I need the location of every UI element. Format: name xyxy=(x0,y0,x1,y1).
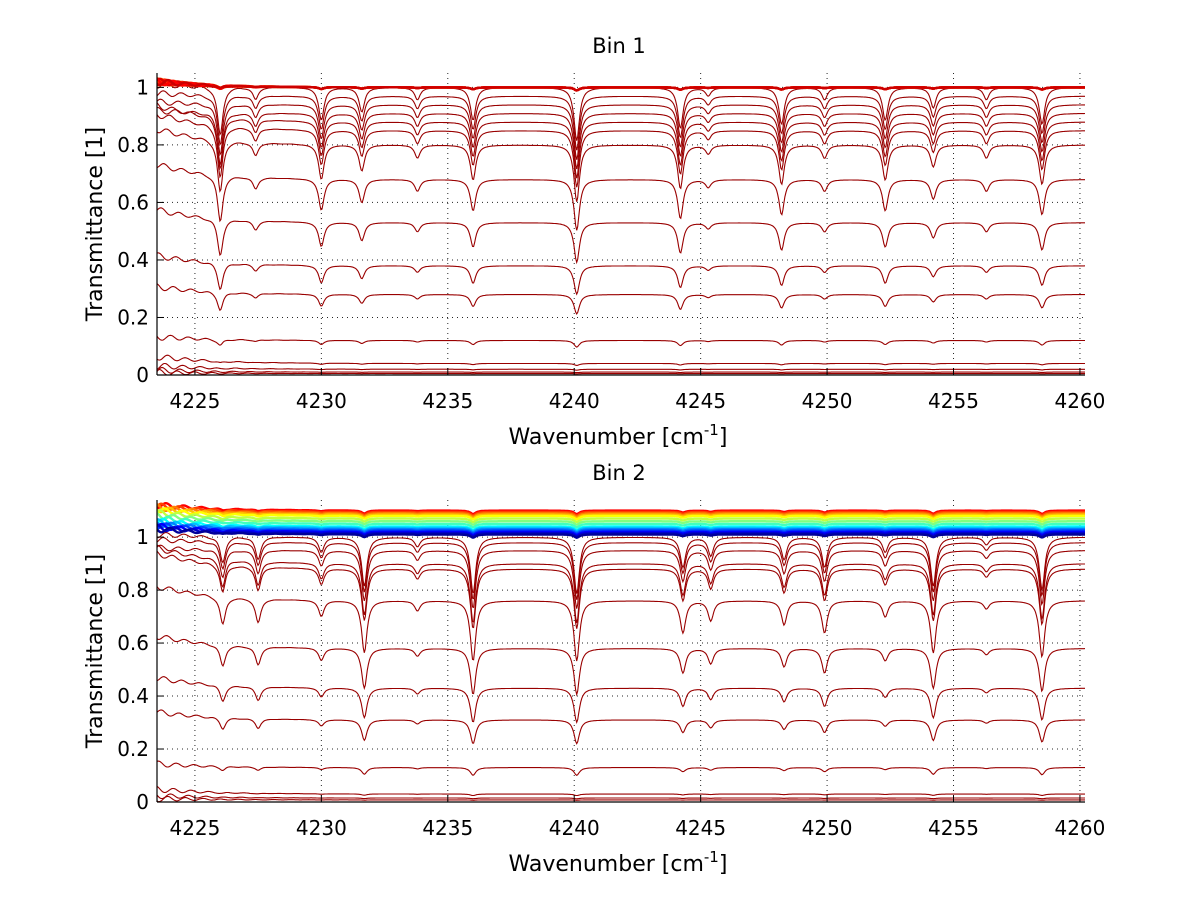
series-line xyxy=(157,676,1085,724)
series-line xyxy=(157,536,1085,600)
series-line xyxy=(157,283,1085,315)
series-line xyxy=(157,522,1085,535)
x-axis-label: Wavenumber [cm-1] xyxy=(509,848,728,877)
series-line xyxy=(157,334,1085,348)
series-line xyxy=(157,795,1085,802)
series-line xyxy=(157,518,1085,533)
chart-title: Bin 2 xyxy=(592,461,646,485)
series-line xyxy=(157,785,1085,797)
y-axis-label: Transmittance [1] xyxy=(83,127,108,322)
series-line xyxy=(157,793,1085,800)
x-tick-label: 4230 xyxy=(296,816,347,840)
series-line xyxy=(157,502,1085,517)
y-tick-label: 0 xyxy=(136,363,149,387)
x-tick-label: 4245 xyxy=(675,389,726,413)
series-line xyxy=(157,586,1085,662)
series-line xyxy=(157,98,1085,160)
y-tick-label: 0.8 xyxy=(117,133,149,157)
plot-panel-bin-1: 4225 4230 4235 4240 4245 4250 4255 4260 0 0.2 0.4 0… xyxy=(83,34,1105,450)
y-tick-label: 0.6 xyxy=(117,190,149,214)
x-tick-label: 4240 xyxy=(549,816,600,840)
series-line xyxy=(157,522,1085,537)
x-tick-label: 4250 xyxy=(802,389,853,413)
series-line xyxy=(157,114,1085,188)
x-tick-label: 4235 xyxy=(422,389,473,413)
y-tick-label: 0.6 xyxy=(117,631,149,655)
y-tick-label: 0.2 xyxy=(117,305,149,329)
series-line xyxy=(157,635,1085,697)
series-line xyxy=(157,709,1085,745)
x-tick-label: 4235 xyxy=(422,816,473,840)
series-group xyxy=(157,502,1085,802)
y-tick-label: 1 xyxy=(136,75,149,99)
series-line xyxy=(157,252,1085,296)
x-tick-label: 4225 xyxy=(169,389,220,413)
series-line xyxy=(157,207,1085,265)
y-tick-label: 1 xyxy=(136,525,149,549)
x-tick-label: 4250 xyxy=(802,816,853,840)
series-line xyxy=(157,509,1085,524)
series-line xyxy=(157,523,1085,538)
series-group xyxy=(157,77,1085,375)
series-line xyxy=(157,106,1085,170)
series-line xyxy=(157,503,1085,518)
y-tick-label: 0.8 xyxy=(117,578,149,602)
plot-panel-bin-2: 4225 4230 4235 4240 4245 4250 4255 4260 0 0.2 0.4 0… xyxy=(83,461,1105,877)
y-tick-label: 0.4 xyxy=(117,248,149,272)
series-line xyxy=(157,521,1085,534)
series-line xyxy=(157,368,1085,375)
series-line xyxy=(157,531,1085,594)
series-line xyxy=(157,760,1085,776)
series-line xyxy=(157,78,1085,92)
x-tick-label: 4240 xyxy=(549,389,600,413)
x-tick-label: 4255 xyxy=(928,389,979,413)
series-line xyxy=(157,515,1085,529)
series-line xyxy=(157,354,1085,366)
series-line xyxy=(157,90,1085,151)
x-tick-label: 4245 xyxy=(675,816,726,840)
series-line xyxy=(157,506,1085,520)
y-tick-label: 0.4 xyxy=(117,684,149,708)
y-tick-label: 0 xyxy=(136,790,149,814)
series-line xyxy=(157,517,1085,532)
x-tick-label: 4260 xyxy=(1054,389,1105,413)
series-line xyxy=(157,102,1085,179)
series-line xyxy=(157,544,1085,609)
x-axis-label: Wavenumber [cm-1] xyxy=(509,421,728,450)
series-line xyxy=(157,507,1085,521)
series-line xyxy=(157,366,1085,374)
series-line xyxy=(157,512,1085,526)
x-tick-label: 4230 xyxy=(296,389,347,413)
y-tick-label: 0.2 xyxy=(117,737,149,761)
series-line xyxy=(157,163,1085,231)
chart-title: Bin 1 xyxy=(592,34,646,58)
x-tick-label: 4225 xyxy=(169,816,220,840)
series-line xyxy=(157,526,1085,539)
x-tick-label: 4255 xyxy=(928,816,979,840)
series-line xyxy=(157,544,1085,624)
y-axis-label: Transmittance [1] xyxy=(83,554,108,749)
series-line xyxy=(157,362,1085,371)
series-line xyxy=(157,502,1085,516)
series-line xyxy=(157,550,1085,629)
x-tick-label: 4260 xyxy=(1054,816,1105,840)
series-line xyxy=(157,128,1085,202)
